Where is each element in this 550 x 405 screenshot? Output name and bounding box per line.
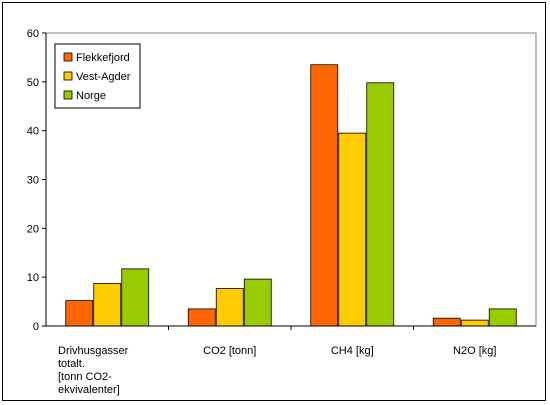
y-tick-label: 20 xyxy=(27,223,39,235)
legend: Flekkefjord Vest-Agder Norge xyxy=(54,43,141,109)
y-tick-label: 30 xyxy=(27,175,39,187)
category-label: CH4 [kg] xyxy=(331,345,374,357)
y-tick-label: 40 xyxy=(27,126,39,138)
bar-flekkefjord xyxy=(310,64,339,327)
bar-flekkefjord xyxy=(432,317,461,327)
bar-norge xyxy=(243,278,272,327)
bar-flekkefjord xyxy=(65,300,94,327)
legend-label: Vest-Agder xyxy=(76,71,131,83)
category-label: [tonn CO2- xyxy=(58,371,112,383)
bar-flekkefjord xyxy=(187,308,216,327)
bar-norge xyxy=(366,82,395,327)
legend-swatch xyxy=(63,71,73,81)
legend-swatch xyxy=(63,52,73,62)
category-label: ekvivalenter] xyxy=(58,384,120,396)
category-label: CO2 [tonn] xyxy=(203,345,256,357)
y-tick-label: 60 xyxy=(27,28,39,40)
bars xyxy=(65,64,517,327)
y-tick-label: 10 xyxy=(27,272,39,284)
bar-vest-agder xyxy=(338,132,367,327)
category-label: totalt. xyxy=(58,358,85,370)
legend-label: Norge xyxy=(76,90,106,102)
bar-vest-agder xyxy=(215,287,244,327)
category-label: N2O [kg] xyxy=(453,345,496,357)
bar-norge xyxy=(121,268,150,327)
category-label: Drivhusgasser xyxy=(58,345,129,357)
legend-swatch xyxy=(63,90,73,100)
bar-vest-agder xyxy=(93,283,122,327)
legend-label: Flekkefjord xyxy=(76,52,130,64)
y-tick-label: 0 xyxy=(33,321,39,333)
bar-norge xyxy=(488,308,517,327)
bar-vest-agder xyxy=(460,319,489,327)
y-tick-label: 50 xyxy=(27,77,39,89)
